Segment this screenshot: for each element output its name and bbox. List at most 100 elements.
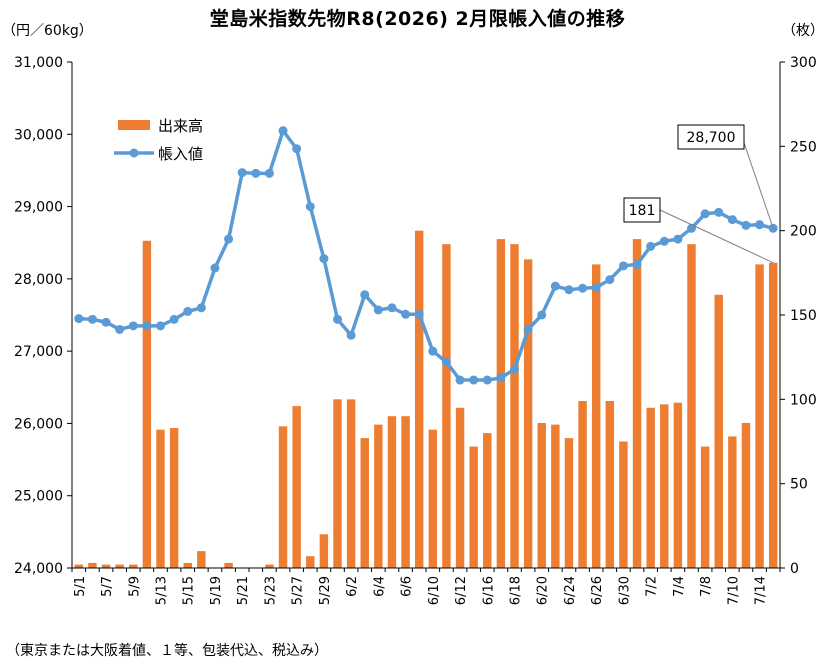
x-axis-tick-label: 5/19 — [209, 576, 224, 605]
volume-bar — [306, 556, 315, 568]
volume-bar — [483, 433, 492, 568]
price-point — [333, 314, 342, 324]
price-point — [537, 310, 547, 320]
price-point — [550, 281, 560, 291]
right-axis-tick-label: 300 — [790, 55, 817, 71]
left-axis-tick-label: 28,000 — [14, 272, 63, 288]
x-axis-tick-label: 6/30 — [617, 576, 632, 605]
chart-title: 堂島米指数先物R8(2026) 2月限帳入値の推移 — [209, 8, 626, 30]
left-axis-tick-label: 26,000 — [14, 416, 63, 432]
volume-bar — [278, 426, 288, 568]
x-axis-tick-label: 5/23 — [263, 576, 278, 605]
price-point — [673, 234, 683, 244]
volume-bar — [523, 259, 533, 568]
price-point — [455, 375, 465, 385]
volume-bar — [578, 401, 587, 568]
volume-bar — [551, 424, 560, 568]
volume-bar — [224, 562, 233, 568]
x-axis-tick-label: 7/10 — [726, 576, 741, 605]
footnote: （東京または大阪着値、１等、包装代込、税込み） — [6, 643, 328, 659]
volume-bar — [197, 551, 206, 568]
volume-bar — [714, 294, 723, 568]
x-axis-tick-label: 6/20 — [536, 576, 551, 605]
annotation-leader-volume — [659, 209, 774, 264]
legend-swatch-volume — [118, 120, 150, 130]
x-axis-tick-label: 6/12 — [454, 576, 469, 605]
volume-bar — [741, 422, 751, 568]
x-axis-tick-label: 6/2 — [345, 576, 360, 597]
x-axis-tick-label: 7/8 — [699, 576, 714, 597]
price-point — [578, 283, 588, 293]
volume-bar — [360, 438, 369, 568]
price-point — [510, 364, 519, 374]
left-axis-unit: （円／60kg） — [2, 23, 93, 39]
x-axis-tick-label: 6/18 — [509, 576, 524, 605]
price-point — [564, 285, 574, 295]
x-axis-tick-label: 6/10 — [427, 576, 442, 605]
volume-bar — [387, 416, 397, 568]
price-point — [727, 215, 737, 225]
left-axis-tick-label: 25,000 — [14, 489, 63, 505]
volume-bar — [115, 564, 124, 568]
x-axis-tick-label: 6/16 — [481, 576, 496, 605]
price-line — [78, 128, 774, 382]
price-point — [142, 321, 152, 331]
price-point — [428, 346, 438, 356]
volume-bar — [660, 404, 669, 568]
price-point — [401, 309, 411, 319]
price-point — [618, 261, 628, 271]
volume-bar — [564, 438, 574, 568]
volume-bar — [496, 239, 506, 568]
price-point — [360, 290, 370, 300]
x-axis-tick-label: 6/24 — [563, 576, 578, 605]
price-point — [237, 168, 247, 178]
price-point — [319, 254, 329, 264]
volume-bar — [700, 446, 710, 568]
price-point — [659, 236, 669, 246]
volume-bar — [401, 416, 410, 568]
price-point — [741, 220, 751, 230]
volume-bar — [88, 562, 97, 568]
right-axis-tick-label: 100 — [790, 392, 817, 408]
price-point — [101, 317, 111, 327]
volume-bar — [591, 264, 601, 568]
x-axis-tick-label: 6/26 — [590, 576, 605, 605]
volume-bar — [619, 441, 628, 568]
x-axis-tick-label: 5/1 — [73, 576, 88, 597]
volume-bar — [605, 401, 615, 568]
price-point — [591, 283, 601, 293]
price-point — [346, 330, 356, 340]
price-point — [278, 126, 288, 136]
price-point — [87, 314, 97, 324]
left-axis-tick-label: 24,000 — [14, 561, 63, 577]
x-axis-tick-label: 6/6 — [400, 576, 415, 597]
left-axis-tick-label: 27,000 — [14, 344, 63, 360]
volume-bar — [292, 406, 301, 568]
volume-bar — [169, 428, 179, 568]
annotation-text-price: 28,700 — [687, 130, 736, 146]
price-point — [224, 234, 234, 244]
price-point — [183, 306, 193, 316]
price-point — [115, 324, 125, 334]
volume-bar — [265, 564, 274, 568]
right-axis-tick-label: 250 — [790, 139, 817, 155]
volume-bar — [333, 399, 342, 568]
x-axis-tick-label: 5/13 — [155, 576, 170, 605]
right-axis-tick-label: 50 — [790, 477, 808, 493]
price-point — [714, 207, 724, 217]
volume-bar — [414, 230, 424, 568]
legend-marker-price — [129, 148, 139, 158]
volume-bar — [469, 446, 478, 568]
x-axis-tick-label: 5/9 — [127, 576, 142, 597]
volume-bar — [673, 402, 683, 568]
price-point — [482, 375, 492, 385]
price-point — [755, 220, 765, 230]
price-point — [196, 303, 206, 313]
legend-label-volume: 出来高 — [158, 117, 203, 135]
x-axis-tick-label: 6/4 — [372, 576, 387, 597]
x-axis-tick-label: 5/21 — [236, 576, 251, 605]
right-axis-tick-label: 0 — [790, 561, 799, 577]
x-axis-tick-label: 5/27 — [291, 576, 306, 605]
